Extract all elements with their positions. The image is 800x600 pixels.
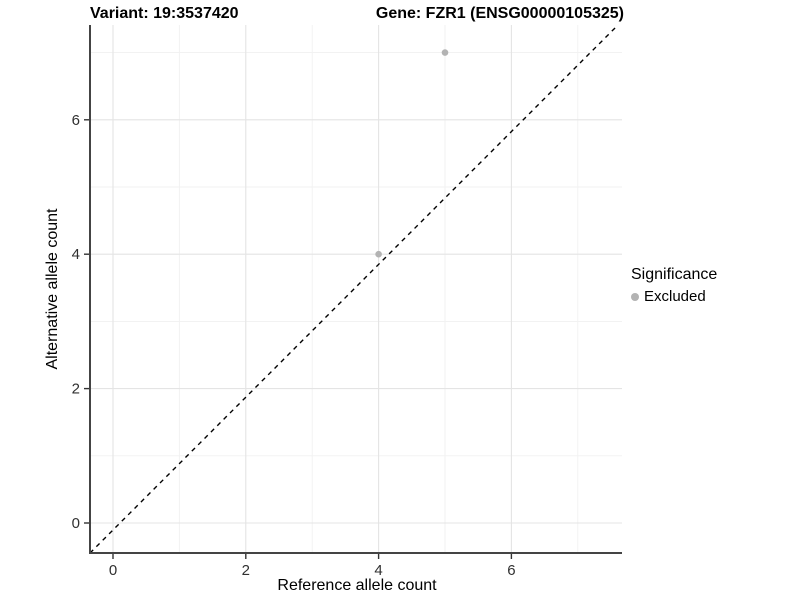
- variant-title: Variant: 19:3537420: [90, 5, 239, 22]
- legend-title: Significance: [631, 266, 718, 283]
- data-point: [375, 250, 382, 258]
- data-point: [441, 49, 449, 56]
- identity-line: [89, 24, 619, 554]
- excluded-point-icon: [631, 292, 639, 301]
- x-tick-label: 0: [109, 562, 117, 579]
- legend-item-label: Excluded: [644, 288, 706, 305]
- gene-title: Gene: FZR1 (ENSG00000105325): [375, 5, 624, 22]
- x-axis-title: Reference allele count: [277, 577, 437, 594]
- y-tick-label: 4: [72, 246, 80, 263]
- y-tick-label: 2: [72, 381, 80, 398]
- x-tick-label: 2: [242, 562, 250, 579]
- y-tick-label: 0: [72, 515, 80, 532]
- legend-item-excluded: Excluded: [631, 288, 717, 305]
- plot-title-row: Variant: 19:3537420 Gene: FZR1 (ENSG0000…: [90, 4, 624, 24]
- x-tick-label: 4: [374, 562, 382, 579]
- x-tick-label: 6: [507, 562, 515, 579]
- y-axis-title: Alternative allele count: [44, 208, 61, 370]
- y-tick-label: 6: [72, 112, 80, 129]
- legend: Significance Excluded: [631, 266, 717, 305]
